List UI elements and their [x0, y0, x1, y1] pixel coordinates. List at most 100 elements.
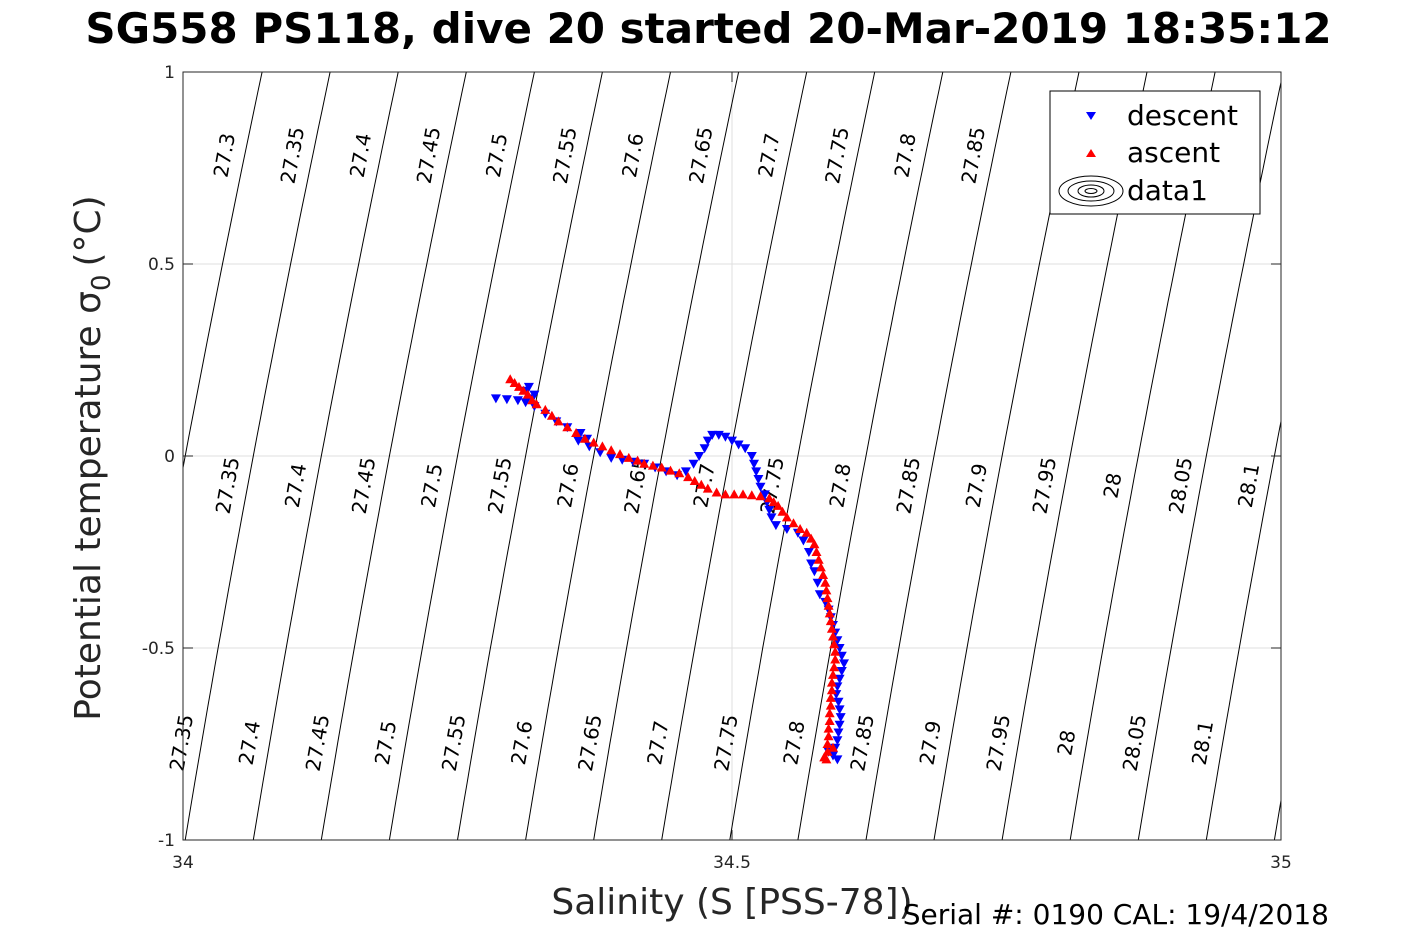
- y-tick-label: 0.5: [148, 255, 175, 275]
- contour-line: [252, 72, 399, 840]
- ascent-point: [540, 404, 551, 414]
- descent-point: [699, 444, 710, 454]
- contour-line: [661, 72, 808, 840]
- descent-point: [740, 444, 751, 454]
- contour-line: [729, 72, 876, 840]
- contour-line: [865, 72, 1012, 840]
- contour-line: [1273, 797, 1281, 840]
- contour-line: [593, 72, 740, 840]
- ascent-point: [818, 570, 829, 579]
- ascent-point: [518, 385, 529, 395]
- ascent-point: [822, 739, 833, 748]
- descent-point: [501, 395, 512, 405]
- legend-descent-marker: [1086, 112, 1096, 120]
- y-tick-label: 1: [164, 63, 175, 83]
- ascent-point: [819, 752, 830, 762]
- ascent-point: [815, 562, 826, 572]
- descent-point: [770, 521, 781, 531]
- descent-point: [753, 475, 764, 484]
- ascent-point: [781, 512, 792, 522]
- ascent-point: [509, 378, 520, 387]
- y-tick-label: -1: [158, 831, 175, 851]
- ascent-point: [579, 433, 590, 443]
- ascent-point: [828, 631, 838, 641]
- descent-point: [733, 440, 744, 450]
- ascent-point: [647, 460, 658, 470]
- contour-line: [525, 72, 671, 840]
- descent-point: [814, 590, 825, 600]
- ascent-point: [764, 493, 775, 503]
- ascent-point: [830, 654, 841, 664]
- descent-point: [812, 578, 823, 588]
- descent-point: [836, 651, 847, 661]
- ascent-point: [825, 700, 836, 710]
- ascent-point: [801, 527, 812, 537]
- x-axis-label: Salinity (S [PSS-78]): [551, 882, 912, 923]
- ascent-point: [828, 669, 838, 679]
- descent-point: [720, 432, 731, 442]
- x-tick-label: 34.5: [713, 853, 751, 873]
- contour-line: [320, 72, 467, 840]
- descent-point: [529, 390, 540, 400]
- descent-point: [755, 482, 766, 492]
- legend-ascent-label: ascent: [1127, 136, 1220, 169]
- ascent-point: [729, 489, 740, 499]
- descent-point: [490, 394, 501, 404]
- ascent-point: [746, 490, 757, 500]
- descent-point: [694, 452, 705, 461]
- ascent-point: [632, 455, 643, 465]
- ascent-point: [553, 416, 564, 426]
- legend-ascent-marker: [1086, 149, 1096, 157]
- ascent-point: [674, 468, 685, 478]
- descent-point: [766, 513, 777, 523]
- descent-point: [832, 736, 843, 746]
- descent-point: [523, 382, 534, 392]
- descent-point: [803, 548, 814, 557]
- ascent-point: [823, 731, 834, 741]
- ascent-point: [546, 410, 557, 420]
- legend-data1-marker: [1058, 175, 1124, 207]
- descent-point: [834, 705, 845, 715]
- ascent-point: [738, 489, 748, 499]
- ascent-point: [809, 539, 820, 549]
- ascent-point: [514, 381, 524, 391]
- ascent-point: [822, 746, 833, 756]
- descent-point: [520, 398, 531, 408]
- ascent-point: [639, 458, 650, 468]
- ascent-point: [656, 462, 667, 472]
- descent-point: [573, 436, 584, 446]
- y-axis-label: Potential temperature σ0 (°C): [68, 195, 117, 720]
- y-axis-label-unit: (°C): [68, 195, 109, 266]
- ascent-point: [696, 479, 707, 489]
- descent-point: [575, 429, 586, 438]
- x-tick-label: 34: [172, 853, 194, 873]
- legend-box: [1049, 90, 1261, 215]
- legend-descent-label: descent: [1127, 99, 1238, 132]
- ascent-point: [813, 554, 824, 564]
- descent-point: [727, 436, 737, 446]
- contour-label: 28: [1098, 471, 1126, 500]
- legend[interactable]: descent ascent data1: [1049, 90, 1261, 215]
- ascent-point: [505, 374, 516, 384]
- y-axis-label-main: Potential temperature σ: [68, 291, 109, 721]
- ascent-point: [829, 639, 840, 649]
- ascent-point: [606, 445, 617, 455]
- legend-data1-label: data1: [1127, 174, 1208, 207]
- descent-point: [809, 567, 820, 577]
- axis-ticks: 34 34.5 35 1 0.5 0 -0.5 -1: [142, 63, 1292, 873]
- ascent-point: [822, 593, 833, 603]
- descent-point: [595, 448, 606, 458]
- ascent-point: [597, 441, 608, 451]
- descent-point: [833, 728, 844, 738]
- ascent-point: [820, 577, 831, 587]
- ascent-point: [755, 491, 766, 501]
- descent-point: [798, 536, 809, 546]
- serial-cal-note: Serial #: 0190 CAL: 19/4/2018: [902, 898, 1329, 931]
- contour-line: [457, 72, 603, 840]
- ascent-point: [826, 677, 837, 687]
- contour-line: [184, 72, 331, 840]
- descent-point: [834, 720, 845, 730]
- ascent-point: [824, 608, 835, 618]
- descent-point: [833, 697, 844, 707]
